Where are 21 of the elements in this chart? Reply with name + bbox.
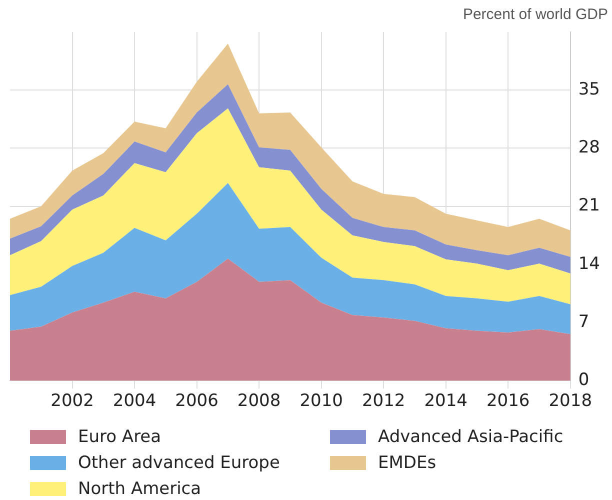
x-tick-label: 2006 <box>175 391 218 412</box>
legend-label: Other advanced Europe <box>78 453 280 473</box>
y-tick-label: 7 <box>578 312 590 332</box>
x-tick-label: 2012 <box>362 391 406 412</box>
x-tick-label: 2010 <box>300 391 343 412</box>
x-tick-label: 2018 <box>548 391 592 412</box>
x-tick-label: 2004 <box>112 391 156 412</box>
legend-label: North America <box>78 479 202 499</box>
y-tick-label: 14 <box>578 254 600 274</box>
legend-label: EMDEs <box>378 453 436 473</box>
y-axis-title: Percent of world GDP <box>462 6 608 23</box>
y-tick-label: 0 <box>578 370 590 390</box>
x-tick-label: 2008 <box>237 391 281 412</box>
legend-label: Euro Area <box>78 427 162 447</box>
legend-label: Advanced Asia-Pacific <box>378 427 564 447</box>
y-tick-label: 35 <box>578 80 600 100</box>
x-tick-label: 2016 <box>486 391 530 412</box>
y-tick-label: 28 <box>578 138 600 158</box>
y-tick-label: 21 <box>578 196 600 216</box>
x-tick-label: 2014 <box>424 391 468 412</box>
x-tick-label: 2002 <box>50 391 94 412</box>
